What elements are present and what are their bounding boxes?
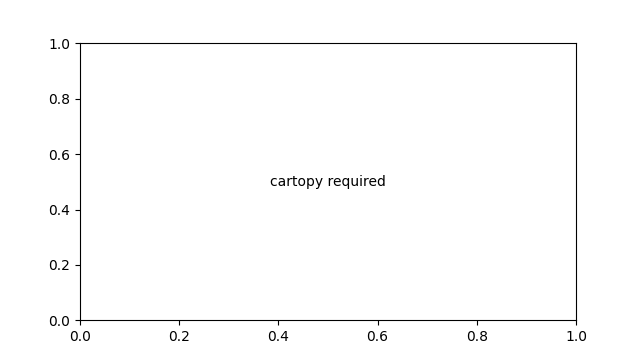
Text: cartopy required: cartopy required: [270, 175, 386, 189]
